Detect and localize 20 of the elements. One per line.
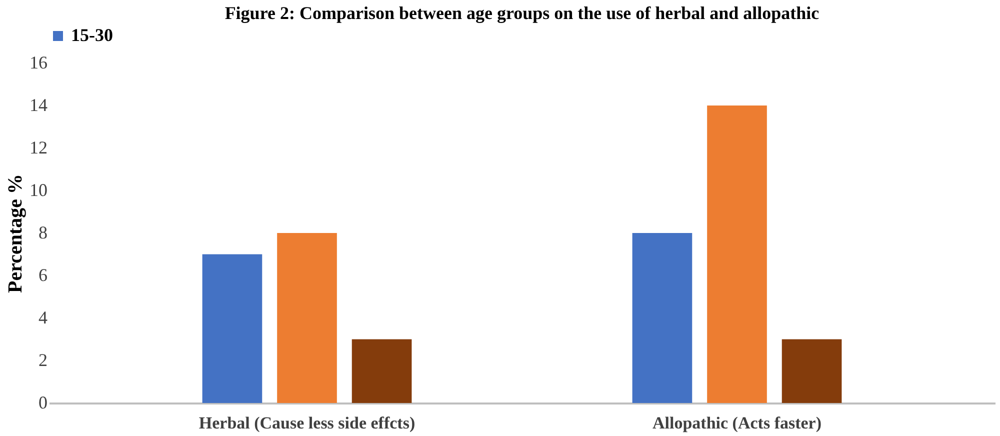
y-tick-label: 12: [30, 138, 48, 158]
y-tick-label: 8: [38, 222, 48, 242]
legend-label: 15-30: [71, 25, 113, 45]
bar: [707, 106, 767, 403]
bar: [352, 339, 412, 403]
bar: [632, 233, 692, 403]
x-tick-label: Allopathic (Acts faster): [652, 414, 822, 432]
x-tick-label: Herbal (Cause less side effcts): [198, 414, 416, 432]
bar: [277, 233, 337, 403]
y-tick-label: 16: [30, 52, 48, 72]
y-tick-label: 4: [38, 308, 48, 328]
bar: [202, 254, 262, 403]
y-tick-label: 6: [38, 265, 48, 285]
y-axis-title: Percentage %: [4, 174, 26, 294]
y-tick-label: 10: [30, 180, 48, 200]
bar: [782, 339, 842, 403]
chart-title: Figure 2: Comparison between age groups on the use of herbal and allopathic: [224, 3, 820, 23]
y-tick-label: 0: [38, 392, 48, 412]
y-tick-label: 14: [30, 95, 48, 115]
y-tick-label: 2: [38, 350, 48, 370]
